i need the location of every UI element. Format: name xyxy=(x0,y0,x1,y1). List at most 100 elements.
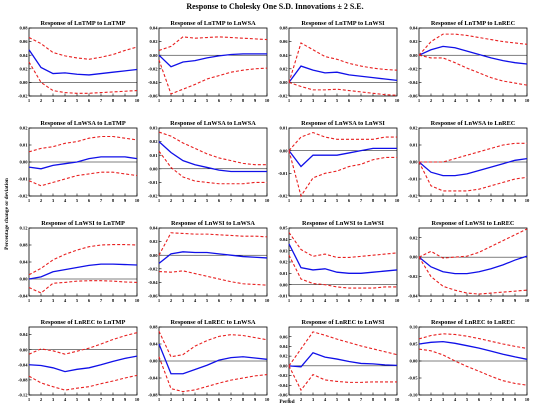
x-tick-label: 4 xyxy=(64,397,67,402)
panel-title: Response of LnWSI to LnWSI xyxy=(302,220,384,227)
x-tick-label: 1 xyxy=(288,98,291,103)
y-tick-label: 0.00 xyxy=(279,282,288,287)
x-tick-label: 10 xyxy=(395,198,400,203)
x-tick-label: 7 xyxy=(100,298,103,303)
x-tick-label: 3 xyxy=(52,98,55,103)
x-tick-label: 5 xyxy=(206,298,209,303)
response-line xyxy=(28,263,138,280)
x-tick-label: 8 xyxy=(372,98,375,103)
y-tick-label: 0.08 xyxy=(19,243,28,248)
lower-band-line xyxy=(288,150,397,198)
y-tick-label: 0.00 xyxy=(149,166,158,171)
x-tick-label: 1 xyxy=(158,198,161,203)
irf-panel: Response of LnREC to LnTMP -0.12 -0.08 -0.0… xyxy=(18,319,140,402)
x-tick-label: 5 xyxy=(76,397,79,402)
x-tick-label: 9 xyxy=(514,397,517,402)
y-tick-label: -0.04 xyxy=(408,80,418,85)
x-tick-label: 2 xyxy=(430,198,433,203)
y-tick-label: -0.04 xyxy=(278,383,288,388)
x-tick-label: 2 xyxy=(170,198,173,203)
x-tick-label: 2 xyxy=(40,98,43,103)
x-tick-label: 4 xyxy=(194,198,197,203)
x-tick-label: 6 xyxy=(218,198,221,203)
y-tick-label: 0.08 xyxy=(19,26,28,31)
upper-band-line xyxy=(28,37,138,60)
x-tick-label: 6 xyxy=(88,198,91,203)
y-tick-label: -0.02 xyxy=(408,274,418,279)
irf-panel: Response of LnWSA to LnWSA -0.02 -0.01 0.00… xyxy=(148,120,270,203)
x-tick-label: 4 xyxy=(324,397,327,402)
x-tick-label: 3 xyxy=(182,397,185,402)
response-line xyxy=(288,243,398,274)
y-tick-label: 0.03 xyxy=(279,248,288,253)
response-line xyxy=(28,49,138,76)
response-line xyxy=(158,141,267,173)
x-tick-label: 6 xyxy=(88,397,91,402)
y-tick-label: 0.02 xyxy=(409,39,418,44)
irf-panel: Response of LnTMP to LnWSA -0.06 -0.04 -0.0… xyxy=(148,20,270,103)
upper-band-line xyxy=(419,142,527,163)
plot-frame xyxy=(158,27,268,97)
x-tick-label: 7 xyxy=(490,198,493,203)
x-tick-label: 2 xyxy=(430,298,433,303)
panel-title: Response of LnWSI to LnTMP xyxy=(41,220,125,227)
y-tick-label: 0.00 xyxy=(149,53,158,58)
x-tick-label: 4 xyxy=(194,98,197,103)
y-tick-label: 0.02 xyxy=(19,66,28,71)
y-tick-label: 0.03 xyxy=(149,126,158,131)
x-tick-label: 6 xyxy=(478,198,481,203)
y-tick-label: -0.01 xyxy=(408,177,418,182)
y-tick-label: 0.08 xyxy=(149,325,158,330)
lower-band-line xyxy=(158,150,267,185)
y-tick-label: 0.06 xyxy=(279,39,288,44)
x-tick-label: 4 xyxy=(454,98,457,103)
x-tick-label: 1 xyxy=(418,298,421,303)
x-tick-label: 9 xyxy=(124,298,127,303)
x-tick-label: 7 xyxy=(360,98,363,103)
x-tick-label: 3 xyxy=(182,298,185,303)
upper-band-line xyxy=(158,131,267,166)
y-tick-label: 0.02 xyxy=(409,126,418,131)
panel-grid: Response of LnTMP to LnTMP -0.02 0.00 0.02 0… xyxy=(18,20,530,402)
upper-band-line xyxy=(288,131,397,152)
y-tick-label: -0.01 xyxy=(278,294,288,299)
irf-panel: Response of LnWSA to LnWSI -0.02 -0.01 0.00… xyxy=(278,120,400,203)
x-tick-label: 10 xyxy=(135,298,140,303)
irf-panel: Response of LnTMP to LnREC -0.06 -0.04 -0.0… xyxy=(408,20,530,103)
x-tick-label: 3 xyxy=(52,198,55,203)
y-axis-label: Percentage change or deviation xyxy=(4,178,10,250)
panel-title: Response of LnTMP to LnREC xyxy=(431,20,516,27)
y-tick-label: 0.00 xyxy=(19,80,28,85)
y-tick-label: 0.00 xyxy=(409,160,418,165)
x-tick-label: 1 xyxy=(288,298,291,303)
irf-panel: Response of LnWSI to LnTMP -0.04 0.00 0.04 0… xyxy=(18,220,140,303)
x-tick-label: 5 xyxy=(466,298,469,303)
x-tick-label: 5 xyxy=(336,298,339,303)
x-tick-label: 9 xyxy=(124,397,127,402)
y-tick-label: 0.12 xyxy=(19,226,28,231)
x-tick-label: 8 xyxy=(372,198,375,203)
x-tick-label: 10 xyxy=(265,397,270,402)
upper-band-line xyxy=(418,228,528,259)
y-tick-label: 0.00 xyxy=(149,253,158,258)
x-tick-label: 3 xyxy=(52,298,55,303)
irf-panel: Response of LnREC to LnWSI -0.06 -0.04 -0.0… xyxy=(278,319,400,402)
y-tick-label: 0.04 xyxy=(409,26,418,31)
x-tick-label: 4 xyxy=(454,298,457,303)
x-tick-label: 7 xyxy=(230,298,233,303)
x-tick-label: 7 xyxy=(360,298,363,303)
x-tick-label: 1 xyxy=(288,198,291,203)
y-tick-label: -0.04 xyxy=(18,294,28,299)
x-tick-label: 2 xyxy=(430,98,433,103)
plot-frame xyxy=(28,227,138,297)
x-tick-label: 1 xyxy=(418,397,421,402)
y-tick-label: 0.02 xyxy=(279,66,288,71)
upper-band-line xyxy=(288,331,398,367)
irf-panel: Response of LnWSA to LnREC -0.02 -0.01 0.00… xyxy=(408,120,530,203)
x-tick-label: 6 xyxy=(218,98,221,103)
x-tick-label: 8 xyxy=(112,298,115,303)
y-tick-label: 0.04 xyxy=(149,342,158,347)
y-tick-label: -0.06 xyxy=(278,393,288,398)
response-line xyxy=(158,251,268,264)
response-line xyxy=(158,343,268,375)
